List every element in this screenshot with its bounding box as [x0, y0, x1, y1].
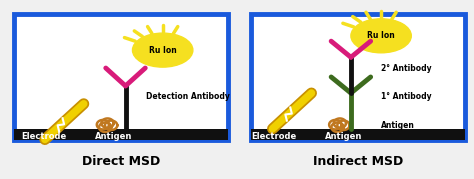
- Text: Indirect MSD: Indirect MSD: [313, 155, 403, 168]
- Text: Antigen: Antigen: [381, 121, 415, 130]
- Text: Direct MSD: Direct MSD: [82, 155, 160, 168]
- Text: Antigen: Antigen: [95, 132, 133, 141]
- Text: Ru Ion: Ru Ion: [367, 31, 395, 40]
- Bar: [251, 129, 465, 140]
- FancyBboxPatch shape: [14, 14, 228, 140]
- Bar: [14, 129, 228, 140]
- FancyBboxPatch shape: [251, 14, 465, 140]
- Text: 2° Antibody: 2° Antibody: [381, 64, 432, 72]
- Text: Electrode: Electrode: [22, 132, 67, 141]
- Text: 1° Antibody: 1° Antibody: [381, 92, 432, 101]
- Text: Ru Ion: Ru Ion: [149, 46, 176, 55]
- Ellipse shape: [351, 19, 411, 53]
- Text: Electrode: Electrode: [252, 132, 297, 141]
- Ellipse shape: [132, 33, 193, 67]
- Text: Antigen: Antigen: [325, 132, 363, 141]
- Text: Detection Antibody: Detection Antibody: [146, 92, 230, 101]
